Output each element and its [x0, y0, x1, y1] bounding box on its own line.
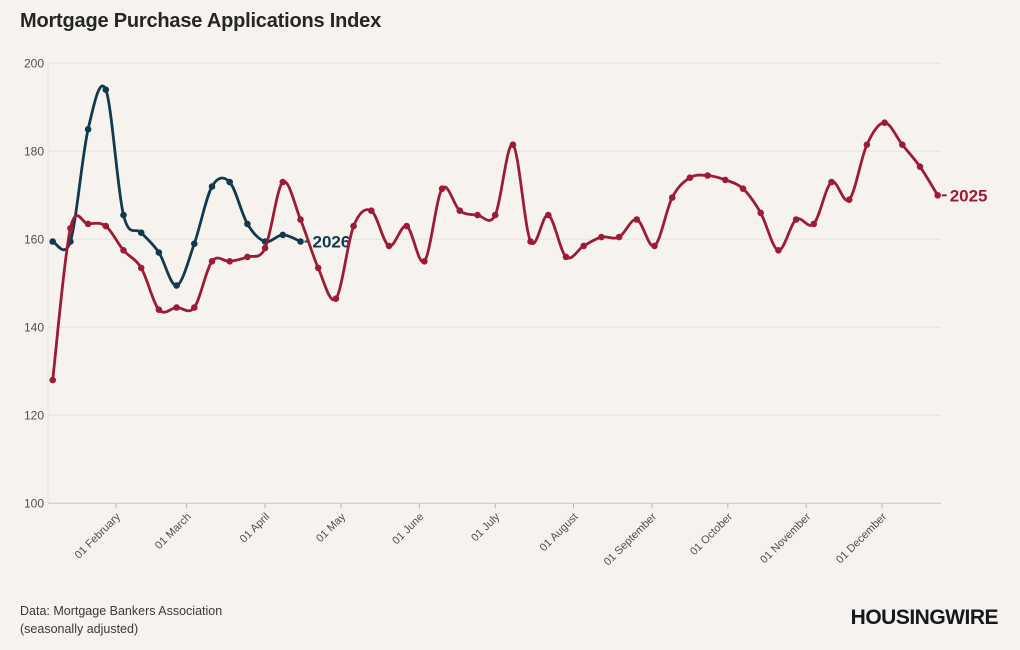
data-point-2025 [385, 242, 393, 250]
data-point-2026 [84, 126, 92, 133]
data-point-2025 [881, 119, 888, 126]
series-line-2025 [51, 121, 940, 382]
data-point-2025 [474, 211, 481, 219]
data-point-2025 [438, 185, 446, 192]
data-point-2025 [792, 216, 800, 223]
x-tick-label: 01 February [73, 511, 124, 562]
x-tick-label: 01 June [390, 511, 426, 547]
data-point-2025 [739, 185, 747, 192]
data-point-2025 [775, 247, 782, 254]
series-line-2026 [51, 84, 302, 287]
x-tick-label: 01 May [314, 511, 348, 545]
data-point-2025 [261, 244, 269, 252]
y-tick-label: 120 [24, 408, 44, 422]
data-point-2025 [509, 141, 517, 148]
data-point-2025 [934, 192, 941, 199]
data-point-2025 [120, 247, 127, 254]
data-point-2025 [67, 225, 74, 232]
data-point-2025 [173, 304, 180, 311]
data-point-2025 [456, 207, 464, 214]
x-tick-label: 01 August [538, 511, 581, 554]
data-point-2026 [155, 249, 163, 256]
data-point-2025 [527, 238, 534, 245]
data-point-2025 [137, 264, 145, 272]
data-point-2025 [491, 211, 499, 219]
data-point-2025 [899, 141, 906, 148]
data-point-2025 [421, 258, 428, 265]
x-tick-label: 01 April [238, 511, 272, 545]
brand-logo: HOUSINGWIRE [850, 606, 999, 629]
data-point-2025 [633, 216, 641, 223]
source-note-line1: Data: Mortgage Bankers Association [20, 604, 223, 618]
data-point-2025 [102, 222, 110, 230]
data-point-2025 [828, 178, 835, 186]
x-tick-label: 01 December [834, 511, 889, 566]
data-point-2025 [297, 216, 304, 223]
data-point-2026 [102, 86, 110, 93]
data-point-2026 [208, 183, 216, 190]
data-point-2025 [368, 207, 375, 214]
data-point-2025 [916, 163, 924, 170]
data-point-2026 [279, 231, 287, 239]
x-tick-label: 01 October [688, 511, 735, 558]
series-end-label-2025: 2025 [950, 186, 988, 205]
data-point-2025 [598, 233, 605, 241]
y-tick-label: 140 [24, 320, 44, 334]
data-point-2025 [244, 253, 251, 261]
data-point-2025 [562, 253, 570, 261]
data-point-2025 [314, 264, 322, 272]
y-tick-label: 160 [24, 232, 44, 246]
x-tick-label: 01 November [758, 511, 813, 566]
data-point-2026 [297, 238, 304, 245]
page-title: Mortgage Purchase Applications Index [20, 10, 382, 32]
data-point-2025 [757, 209, 764, 217]
data-point-2025 [615, 233, 623, 241]
y-tick-label: 200 [24, 56, 44, 70]
data-point-2025 [722, 176, 729, 184]
data-point-2025 [668, 194, 676, 201]
data-point-2026 [244, 220, 251, 228]
data-point-2025 [155, 306, 163, 314]
data-point-2025 [403, 222, 411, 230]
data-point-2025 [810, 220, 818, 228]
data-point-2026 [191, 240, 198, 247]
data-point-2025 [845, 196, 853, 203]
series-end-label-2026: 2026 [313, 233, 351, 252]
data-point-2026 [173, 282, 180, 289]
data-point-2025 [686, 174, 694, 181]
data-point-2025 [226, 258, 233, 265]
data-point-2025 [704, 172, 711, 179]
data-point-2025 [350, 222, 357, 230]
data-point-2025 [863, 141, 871, 148]
data-point-2026 [226, 178, 233, 186]
data-point-2026 [49, 238, 56, 245]
source-note: Data: Mortgage Bankers Association (seas… [20, 602, 222, 638]
source-note-line2: (seasonally adjusted) [20, 622, 139, 636]
data-point-2025 [580, 242, 587, 250]
data-point-2025 [545, 211, 552, 219]
x-tick-label: 01 July [469, 511, 502, 544]
data-point-2025 [651, 242, 658, 250]
x-tick-label: 01 March [153, 511, 194, 552]
data-point-2025 [49, 376, 56, 384]
data-point-2025 [332, 295, 340, 303]
data-point-2025 [208, 258, 216, 265]
data-point-2026 [120, 211, 127, 219]
data-point-2026 [137, 229, 145, 236]
data-point-2025 [191, 304, 198, 311]
y-tick-label: 100 [24, 496, 44, 510]
y-tick-label: 180 [24, 144, 44, 158]
data-point-2025 [84, 220, 92, 228]
x-tick-label: 01 September [602, 511, 660, 569]
data-point-2025 [279, 178, 287, 186]
